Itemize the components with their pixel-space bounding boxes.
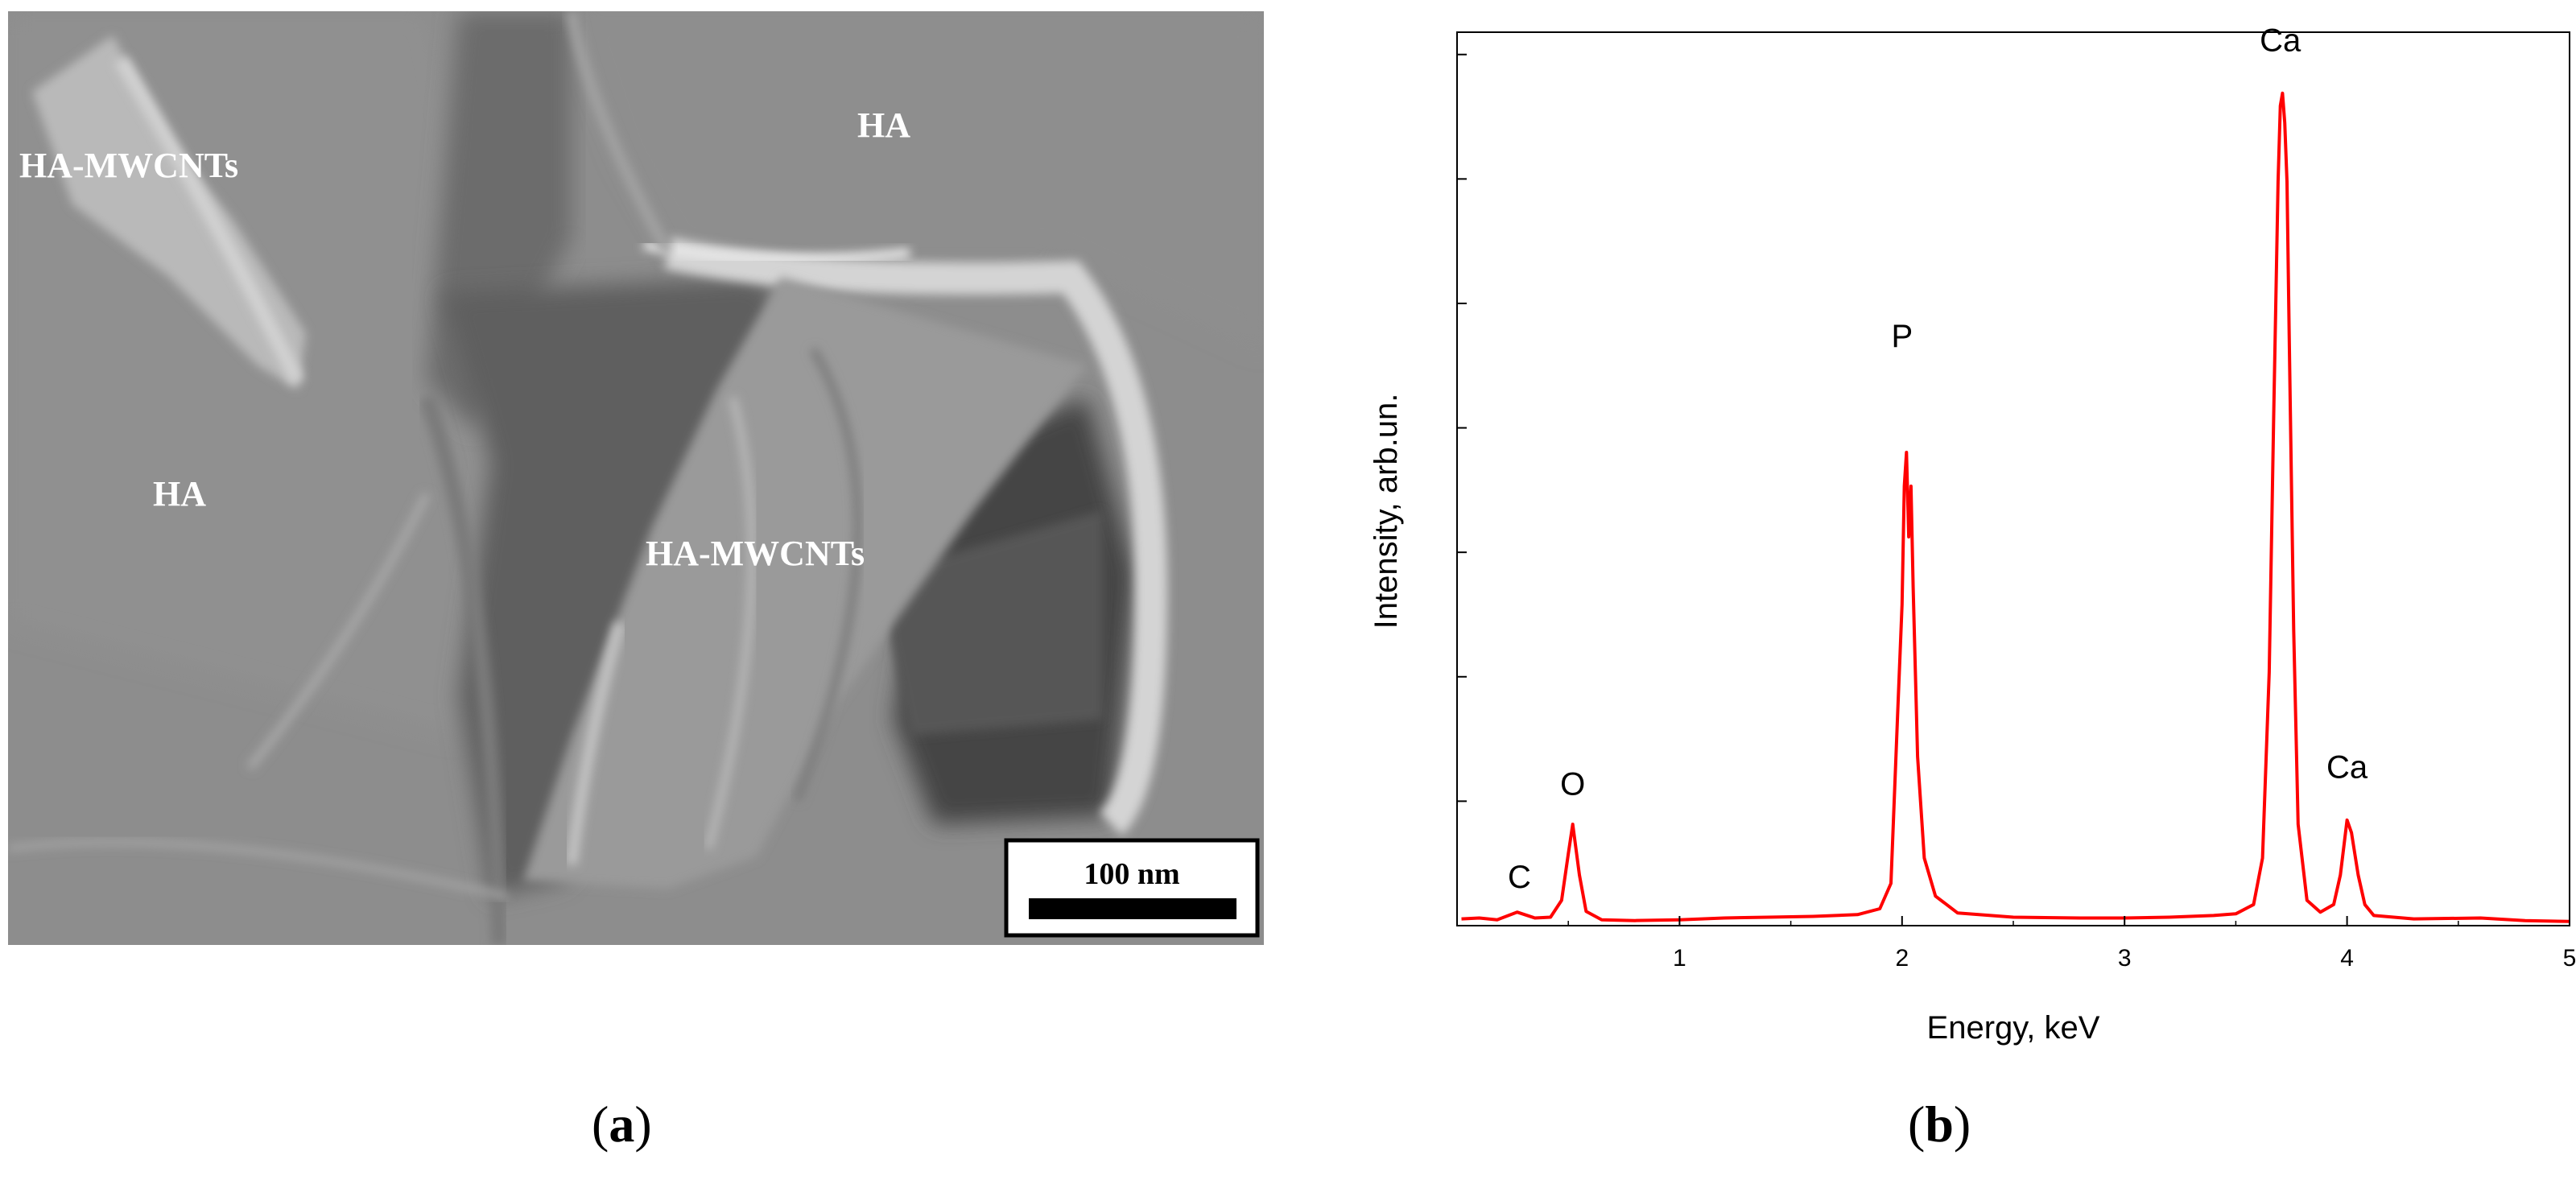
scale-bar-label: 100 nm <box>1084 857 1179 891</box>
panel-b: 1 2 3 4 5 Energy, keV Intensity, arb.un. C O P Ca… <box>1288 0 2576 1180</box>
x-tick-label: 4 <box>2340 945 2354 972</box>
label-ha-top: HA <box>857 105 910 145</box>
peak-label: Ca <box>2326 749 2368 785</box>
peak-label: Ca <box>2260 23 2301 58</box>
panel-a: HA-MWCNTs HA HA HA-MWCNTs 100 nm (a) <box>8 11 1264 1153</box>
x-tick-label: 1 <box>1673 945 1686 972</box>
x-axis-label: Energy, keV <box>1927 1010 2100 1046</box>
label-ha-left: HA <box>153 474 206 514</box>
peak-label: P <box>1891 319 1913 354</box>
x-tick-label: 2 <box>1895 945 1909 972</box>
caption-a-letter: a <box>609 1095 635 1153</box>
x-tick-label: 5 <box>2563 945 2576 972</box>
label-ha-mwcnts-top: HA-MWCNTs <box>19 146 238 185</box>
caption-b-letter: b <box>1925 1095 1954 1153</box>
spectrum-series-line <box>1461 91 2570 923</box>
scale-bar: 100 nm <box>1004 838 1260 938</box>
caption-b: (b) <box>1908 1095 1971 1153</box>
eds-spectrum-chart: 1 2 3 4 5 Energy, keV Intensity, arb.un. C O P Ca… <box>1288 0 2576 1054</box>
x-tick-label: 3 <box>2118 945 2132 972</box>
sem-micrograph: HA-MWCNTs HA HA HA-MWCNTs 100 nm <box>8 11 1264 945</box>
peak-label: C <box>1508 860 1531 895</box>
caption-a: (a) <box>592 1095 652 1153</box>
peak-label: O <box>1560 766 1585 802</box>
label-ha-mwcnts-center: HA-MWCNTs <box>646 534 865 573</box>
y-axis-label: Intensity, arb.un. <box>1368 394 1404 629</box>
